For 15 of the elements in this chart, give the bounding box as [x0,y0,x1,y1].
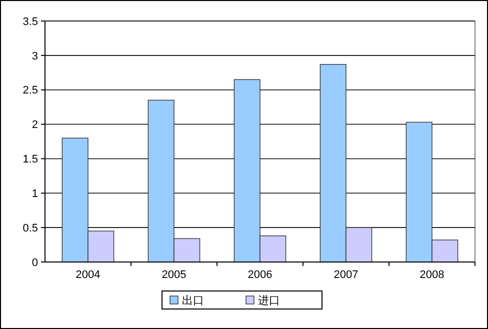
x-tick-label: 2007 [334,269,358,281]
legend-label: 进口 [258,294,280,307]
y-tick-label: 0.5 [22,222,38,234]
y-tick-label: 2.5 [22,84,38,97]
x-tick-label: 2006 [248,269,272,281]
y-tick-label: 1.5 [22,154,38,166]
y-tick-label: 0 [32,256,38,269]
x-tick-label: 2005 [162,269,186,281]
y-tick-label: 3 [32,50,38,62]
x-tick-label: 2004 [76,269,100,281]
legend-label: 出口 [182,294,204,307]
x-tick-label: 2008 [420,269,444,281]
y-tick-label: 2 [32,119,38,132]
y-tick-label: 1 [32,188,38,200]
y-tick-label: 3.5 [22,16,38,28]
